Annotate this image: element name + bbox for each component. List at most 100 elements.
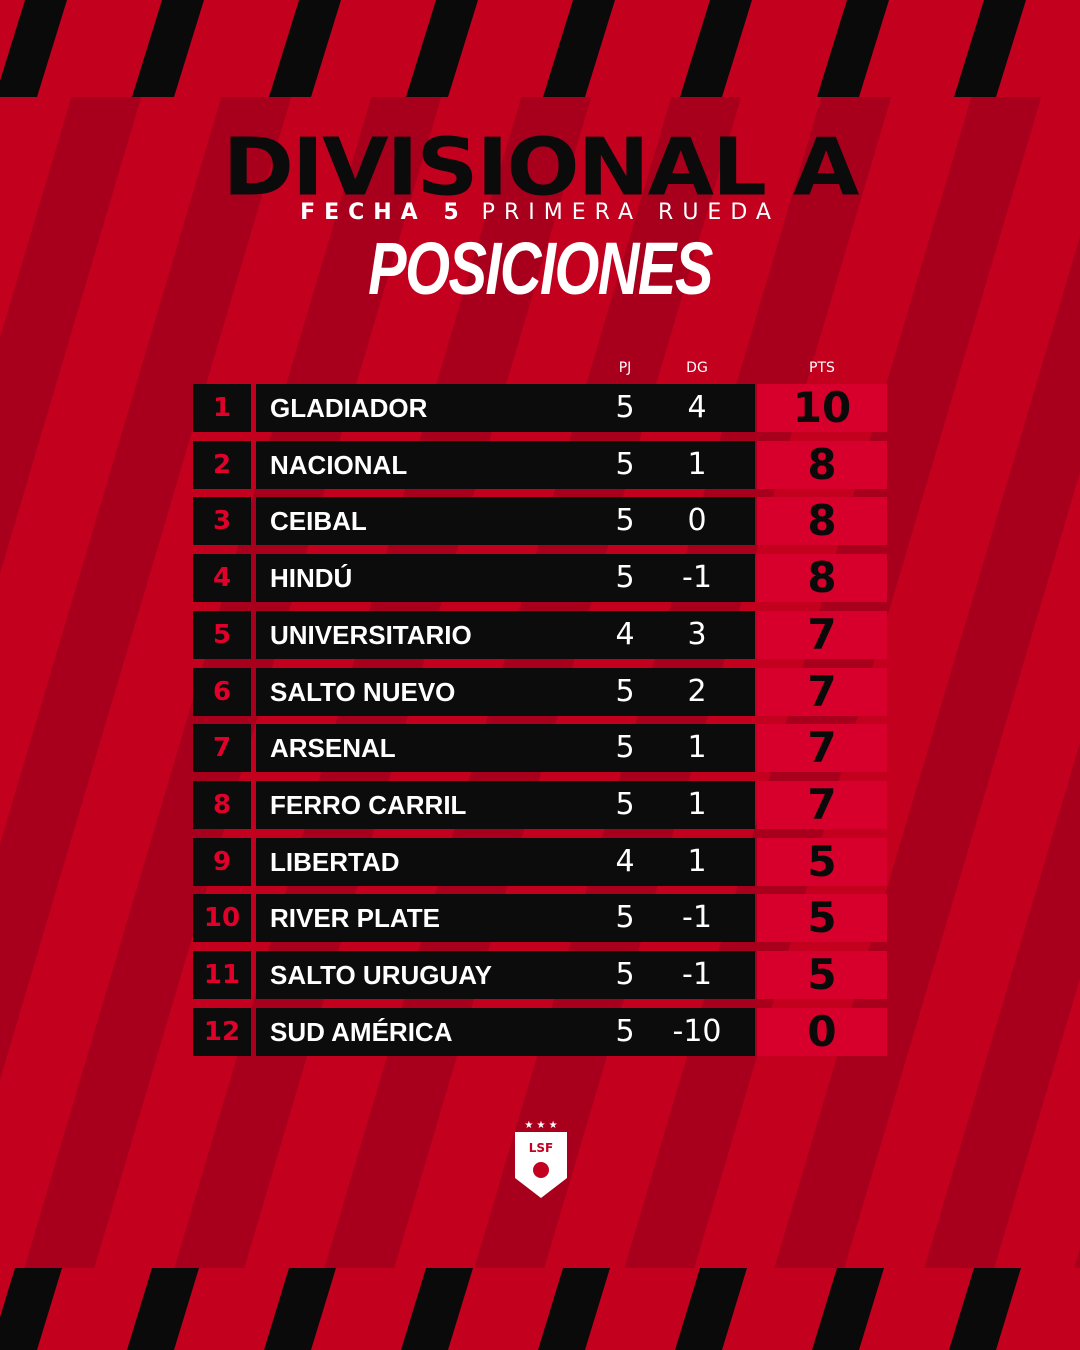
goal-difference: 2: [687, 673, 707, 709]
column-header: PJ: [618, 360, 632, 376]
goal-difference: 3: [687, 616, 707, 652]
column-header: DG: [686, 360, 708, 376]
team-name: UNIVERSITARIO: [270, 619, 472, 650]
phase: PRIMERA RUEDA: [481, 200, 780, 225]
round: FECHA 5: [300, 200, 468, 225]
position: 12: [193, 1007, 251, 1056]
goal-difference: -10: [672, 1013, 722, 1049]
played: 5: [615, 900, 635, 936]
points: 0: [757, 1007, 887, 1056]
stripe: [585, 0, 710, 97]
stripe: [174, 0, 299, 97]
position: 5: [193, 610, 251, 659]
goal-difference: 1: [687, 446, 707, 482]
stripe: [0, 0, 25, 81]
team-row: SALTO NUEVO 5 2: [256, 667, 755, 716]
points: 5: [757, 837, 887, 886]
stripe: [448, 0, 573, 97]
team-name: GLADIADOR: [270, 393, 428, 423]
column-header: PTS: [809, 360, 835, 376]
played: 5: [615, 503, 635, 539]
team-row: FERRO CARRIL 5 1: [256, 780, 755, 829]
team-name: RIVER PLATE: [270, 903, 440, 934]
position: 1: [193, 384, 251, 432]
points: 5: [757, 894, 887, 943]
points: 8: [757, 440, 887, 489]
stripe: [174, 1268, 289, 1350]
position: 7: [193, 724, 251, 773]
points: 7: [757, 780, 887, 829]
points: 7: [757, 667, 887, 716]
points: 10: [757, 384, 887, 432]
position: 2: [193, 440, 251, 489]
played: 5: [615, 673, 635, 709]
stripe: [859, 0, 984, 97]
played: 5: [615, 390, 635, 425]
played: 4: [615, 616, 635, 652]
position: 6: [193, 667, 251, 716]
stripe: [722, 1268, 837, 1350]
stripe: [0, 0, 170, 574]
played: 5: [615, 730, 635, 766]
points: 7: [757, 610, 887, 659]
logo: LSF ★ ★ ★: [515, 1120, 567, 1198]
stripe: [996, 0, 1080, 97]
team-name: SALTO NUEVO: [270, 676, 456, 707]
heading: POSICIONES: [368, 227, 713, 310]
logo-text: LSF: [529, 1141, 554, 1155]
position: 3: [193, 497, 251, 546]
goal-difference: 0: [687, 503, 707, 539]
team-name: LIBERTAD: [270, 846, 400, 877]
goal-difference: 4: [687, 390, 707, 425]
team-row: GLADIADOR 5 4: [256, 384, 755, 432]
played: 5: [615, 560, 635, 596]
stripe: [722, 0, 847, 97]
played: 5: [615, 957, 635, 992]
bottom-band-stripes: [0, 1268, 1080, 1350]
stripe: [311, 0, 436, 97]
points: 5: [757, 951, 887, 999]
goal-difference: 1: [687, 730, 707, 766]
team-name: ARSENAL: [270, 733, 396, 764]
stripe: [585, 1268, 700, 1350]
team-row: CEIBAL 5 0: [256, 497, 755, 546]
team-row: SUD AMÉRICA 5 -10: [256, 1007, 755, 1056]
stripe: [750, 236, 1080, 1350]
played: 5: [615, 1013, 635, 1049]
team-row: SALTO URUGUAY 5 -1: [256, 951, 755, 999]
team-name: FERRO CARRIL: [270, 789, 467, 820]
position: 4: [193, 554, 251, 603]
subtitle: FECHA 5 PRIMERA RUEDA: [0, 200, 1080, 225]
position: 8: [193, 780, 251, 829]
goal-difference: -1: [682, 957, 712, 992]
position: 10: [193, 894, 251, 943]
team-name: HINDÚ: [270, 563, 353, 594]
stripe: [311, 1268, 426, 1350]
team-name: NACIONAL: [270, 449, 408, 480]
position: 9: [193, 837, 251, 886]
goal-difference: -1: [682, 900, 712, 936]
team-row: UNIVERSITARIO 4 3: [256, 610, 755, 659]
team-row: NACIONAL 5 1: [256, 440, 755, 489]
team-name: SUD AMÉRICA: [270, 1016, 453, 1047]
stripe: [0, 0, 320, 1080]
position: 11: [193, 951, 251, 999]
svg-text:★ ★ ★: ★ ★ ★: [524, 1120, 557, 1131]
team-name: SALTO URUGUAY: [270, 960, 492, 990]
stripe: [37, 0, 162, 97]
team-row: RIVER PLATE 5 -1: [256, 894, 755, 943]
played: 5: [615, 446, 635, 482]
points: 7: [757, 724, 887, 773]
stripe: [859, 1268, 974, 1350]
points: 8: [757, 554, 887, 603]
goal-difference: -1: [682, 560, 712, 596]
goal-difference: 1: [687, 786, 707, 822]
title: DIVISIONAL A: [222, 122, 860, 214]
stripe: [996, 1268, 1080, 1350]
stripe: [448, 1268, 563, 1350]
team-row: ARSENAL 5 1: [256, 724, 755, 773]
played: 5: [615, 786, 635, 822]
top-band-stripes: [0, 0, 1080, 97]
stripe: [0, 1268, 15, 1318]
